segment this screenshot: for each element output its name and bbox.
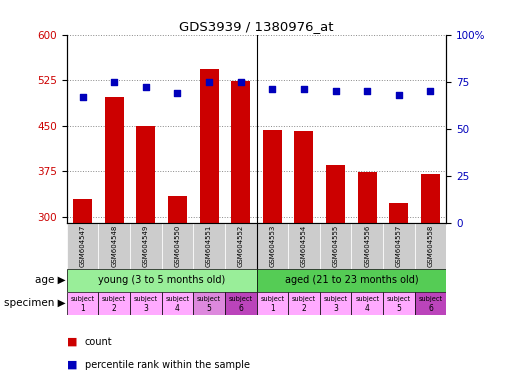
Point: [363, 88, 371, 94]
Bar: [225, 292, 256, 315]
Bar: [193, 223, 225, 269]
Text: 1: 1: [80, 304, 85, 313]
Bar: [263, 130, 282, 223]
Bar: [294, 131, 313, 223]
Text: age ▶: age ▶: [35, 275, 66, 285]
Point: [78, 94, 87, 100]
Text: 5: 5: [397, 304, 401, 313]
Point: [205, 79, 213, 85]
Point: [142, 84, 150, 90]
Text: GSM604549: GSM604549: [143, 225, 149, 267]
Text: 6: 6: [238, 304, 243, 313]
Text: subject: subject: [260, 296, 284, 302]
Point: [426, 88, 435, 94]
Point: [110, 79, 118, 85]
Text: subject: subject: [197, 296, 221, 302]
Text: subject: subject: [387, 296, 411, 302]
Point: [300, 86, 308, 92]
Text: subject: subject: [324, 296, 348, 302]
Text: subject: subject: [292, 296, 316, 302]
Bar: [351, 292, 383, 315]
Text: GSM604553: GSM604553: [269, 225, 275, 267]
Text: GSM604555: GSM604555: [332, 225, 339, 267]
Text: ■: ■: [67, 337, 77, 347]
Bar: [415, 223, 446, 269]
Bar: [288, 292, 320, 315]
Bar: [383, 223, 415, 269]
Bar: [136, 126, 155, 223]
Text: 6: 6: [428, 304, 433, 313]
Text: 4: 4: [365, 304, 370, 313]
Bar: [193, 292, 225, 315]
Text: subject: subject: [419, 296, 443, 302]
Bar: [389, 203, 408, 223]
Bar: [168, 195, 187, 223]
Bar: [256, 269, 446, 292]
Bar: [288, 223, 320, 269]
Bar: [67, 269, 256, 292]
Text: subject: subject: [102, 296, 126, 302]
Text: 1: 1: [270, 304, 274, 313]
Text: ■: ■: [67, 360, 77, 370]
Text: 2: 2: [302, 304, 306, 313]
Bar: [162, 223, 193, 269]
Text: GSM604552: GSM604552: [238, 225, 244, 267]
Bar: [105, 97, 124, 223]
Text: GSM604547: GSM604547: [80, 225, 86, 267]
Bar: [383, 292, 415, 315]
Text: GSM604557: GSM604557: [396, 225, 402, 267]
Point: [173, 90, 182, 96]
Text: GSM604558: GSM604558: [427, 225, 433, 267]
Text: 3: 3: [333, 304, 338, 313]
Point: [236, 79, 245, 85]
Bar: [320, 292, 351, 315]
Text: subject: subject: [165, 296, 189, 302]
Bar: [162, 292, 193, 315]
Bar: [320, 223, 351, 269]
Title: GDS3939 / 1380976_at: GDS3939 / 1380976_at: [179, 20, 334, 33]
Text: subject: subject: [355, 296, 379, 302]
Bar: [67, 223, 98, 269]
Text: subject: subject: [70, 296, 94, 302]
Point: [331, 88, 340, 94]
Text: GSM604556: GSM604556: [364, 225, 370, 267]
Text: specimen ▶: specimen ▶: [5, 298, 66, 308]
Text: GSM604554: GSM604554: [301, 225, 307, 267]
Text: count: count: [85, 337, 112, 347]
Bar: [98, 292, 130, 315]
Text: GSM604550: GSM604550: [174, 225, 181, 267]
Bar: [326, 165, 345, 223]
Text: 4: 4: [175, 304, 180, 313]
Point: [394, 92, 403, 98]
Text: GSM604548: GSM604548: [111, 225, 117, 267]
Bar: [358, 172, 377, 223]
Bar: [130, 223, 162, 269]
Point: [268, 86, 277, 92]
Text: GSM604551: GSM604551: [206, 225, 212, 267]
Text: 2: 2: [112, 304, 116, 313]
Bar: [415, 292, 446, 315]
Bar: [351, 223, 383, 269]
Text: young (3 to 5 months old): young (3 to 5 months old): [98, 275, 225, 285]
Text: subject: subject: [134, 296, 158, 302]
Bar: [98, 223, 130, 269]
Bar: [73, 199, 92, 223]
Bar: [231, 81, 250, 223]
Text: 3: 3: [143, 304, 148, 313]
Bar: [130, 292, 162, 315]
Bar: [67, 292, 98, 315]
Bar: [256, 223, 288, 269]
Bar: [200, 69, 219, 223]
Text: subject: subject: [229, 296, 253, 302]
Bar: [256, 292, 288, 315]
Bar: [225, 223, 256, 269]
Text: aged (21 to 23 months old): aged (21 to 23 months old): [285, 275, 418, 285]
Bar: [421, 174, 440, 223]
Text: 5: 5: [207, 304, 211, 313]
Text: percentile rank within the sample: percentile rank within the sample: [85, 360, 250, 370]
